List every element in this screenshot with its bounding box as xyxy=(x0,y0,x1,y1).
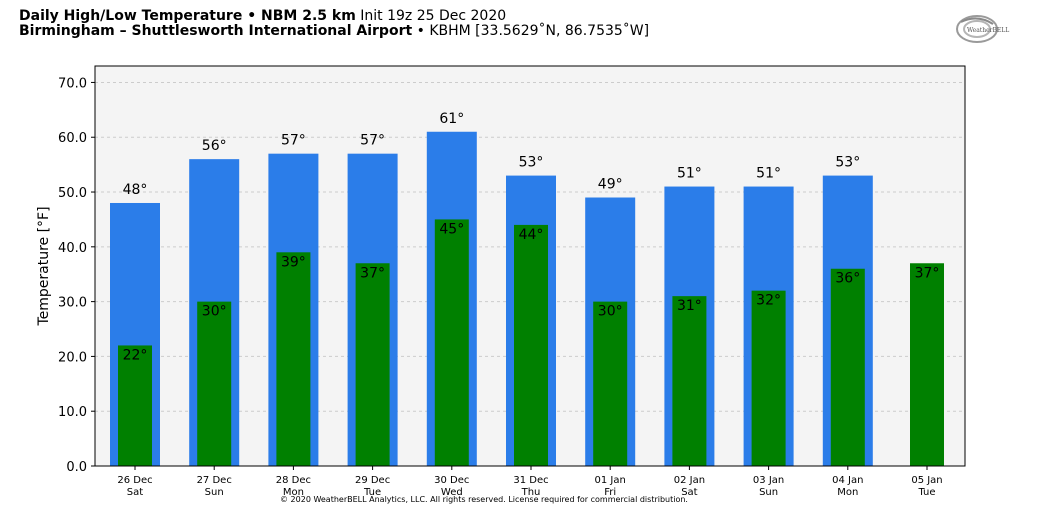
low-value-label: 30° xyxy=(202,304,227,320)
plot-frame xyxy=(94,65,966,467)
x-tick-date: 02 Jan xyxy=(674,475,705,486)
y-tick-label: 60.0 xyxy=(58,131,87,146)
low-bar xyxy=(830,268,865,466)
low-bar xyxy=(434,219,469,466)
x-tick-date: 27 Dec xyxy=(197,475,232,486)
low-value-label: 44° xyxy=(519,227,544,243)
low-bar xyxy=(672,296,707,466)
y-tick-label: 0.0 xyxy=(66,460,87,475)
x-tick-date: 28 Dec xyxy=(276,475,311,486)
y-axis-label: Temperature [°F] xyxy=(36,206,52,326)
y-tick-label: 70.0 xyxy=(58,76,87,91)
high-value-label: 53° xyxy=(519,155,544,171)
low-bar xyxy=(355,263,390,466)
low-bar xyxy=(276,252,311,466)
x-tick-date: 26 Dec xyxy=(117,475,152,486)
high-value-label: 61° xyxy=(439,111,464,127)
weatherbell-logo: WeatherBELL xyxy=(956,15,1009,43)
x-tick-date: 29 Dec xyxy=(355,475,390,486)
title-main: Daily High/Low Temperature • NBM 2.5 km xyxy=(19,8,356,24)
x-tick-day: Fri xyxy=(604,487,616,498)
low-value-label: 39° xyxy=(281,254,306,270)
y-axis: 0.0 10.0 20.0 30.0 40.0 50.0 60.0 70.0 xyxy=(58,76,95,475)
low-value-label: 37° xyxy=(360,265,385,281)
low-value-label: 31° xyxy=(677,298,702,314)
high-value-label: 51° xyxy=(756,166,781,182)
copyright-notice: © 2020 WeatherBELL Analytics, LLC. All r… xyxy=(280,495,688,504)
init-time: Init 19z 25 Dec 2020 xyxy=(360,8,507,24)
x-tick-day: Sat xyxy=(127,487,143,498)
low-value-label: 45° xyxy=(439,221,464,237)
x-tick-date: 30 Dec xyxy=(434,475,469,486)
y-tick-label: 20.0 xyxy=(58,350,87,365)
data-labels: 48° 22° 56° 30° 57° 39° 57° 37° 61° 45° 53° 44° 49° 3… xyxy=(123,111,940,364)
x-tick-date: 03 Jan xyxy=(753,475,784,486)
low-bar xyxy=(910,263,944,466)
x-tick-date: 01 Jan xyxy=(595,475,626,486)
y-tick-label: 10.0 xyxy=(58,405,87,420)
low-value-label: 36° xyxy=(835,271,860,287)
low-bar xyxy=(593,301,628,466)
x-tick-date: 31 Dec xyxy=(513,475,548,486)
low-value-label: 30° xyxy=(598,304,623,320)
y-tick-label: 50.0 xyxy=(58,186,87,201)
low-value-label: 22° xyxy=(123,347,148,363)
x-tick-day: Wed xyxy=(441,487,463,498)
high-value-label: 51° xyxy=(677,166,702,182)
low-bar xyxy=(514,224,548,466)
station-coords: • KBHM [33.5629˚N, 86.7535˚W] xyxy=(416,23,650,39)
low-value-label: 32° xyxy=(756,293,781,309)
x-tick-day: Mon xyxy=(837,487,858,498)
high-value-label: 53° xyxy=(835,155,860,171)
x-tick-day: Sat xyxy=(681,487,697,498)
low-temperature-bars xyxy=(118,219,944,466)
low-bar xyxy=(751,290,786,466)
x-tick-date: 04 Jan xyxy=(832,475,863,486)
x-tick-day: Tue xyxy=(363,487,381,498)
station-title: Birmingham – Shuttlesworth International… xyxy=(19,23,649,39)
high-value-label: 48° xyxy=(123,182,148,198)
low-value-label: 37° xyxy=(915,265,940,281)
chart-title: Daily High/Low Temperature • NBM 2.5 km … xyxy=(19,8,506,24)
high-value-label: 56° xyxy=(202,138,227,154)
low-bar xyxy=(197,301,232,466)
high-value-label: 49° xyxy=(598,177,623,193)
low-bar xyxy=(118,345,152,466)
x-tick-day: Tue xyxy=(917,487,935,498)
x-tick-day: Mon xyxy=(283,487,304,498)
y-tick-label: 30.0 xyxy=(58,296,87,311)
x-tick-day: Thu xyxy=(521,487,541,498)
x-tick-date: 05 Jan xyxy=(911,475,942,486)
logo-wordmark: WeatherBELL xyxy=(967,27,1009,34)
station-name: Birmingham – Shuttlesworth International… xyxy=(19,23,413,39)
y-tick-label: 40.0 xyxy=(58,241,87,256)
high-value-label: 57° xyxy=(360,133,385,149)
high-value-label: 57° xyxy=(281,133,306,149)
x-tick-day: Sun xyxy=(205,487,224,498)
x-tick-day: Sun xyxy=(759,487,778,498)
